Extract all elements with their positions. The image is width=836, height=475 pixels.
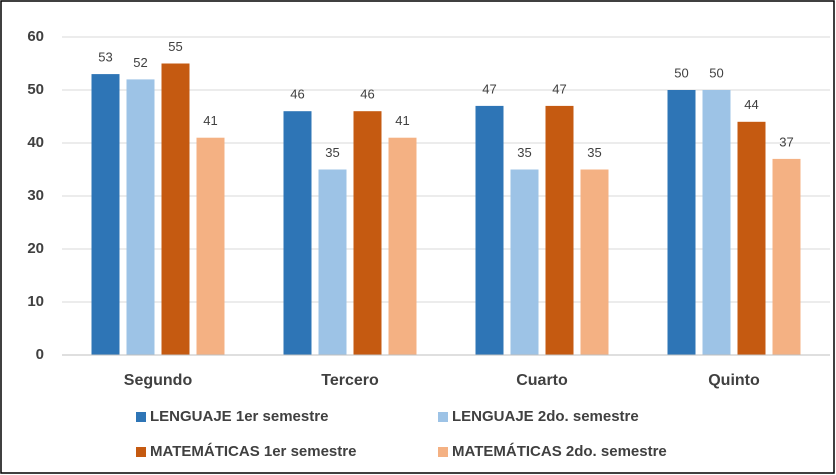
bar	[91, 74, 120, 355]
value-label: 41	[395, 113, 409, 128]
value-label: 44	[744, 97, 758, 112]
y-tick-label: 0	[36, 346, 44, 363]
value-label: 47	[552, 81, 566, 96]
legend-swatch	[136, 412, 146, 422]
value-label: 53	[98, 50, 112, 65]
x-tick-label: Tercero	[321, 372, 379, 389]
bar	[667, 90, 696, 355]
y-tick-label: 40	[27, 134, 44, 151]
bar	[772, 158, 801, 355]
value-label: 47	[482, 81, 496, 96]
value-label: 50	[709, 65, 723, 80]
bar	[510, 169, 539, 355]
legend-swatch	[136, 447, 146, 457]
legend-label: MATEMÁTICAS 2do. semestre	[452, 443, 667, 460]
value-label: 35	[325, 145, 339, 160]
bar	[737, 121, 766, 355]
bar	[388, 137, 417, 355]
bar	[126, 79, 155, 356]
value-label: 52	[133, 55, 147, 70]
value-label: 46	[290, 87, 304, 102]
value-label: 35	[517, 145, 531, 160]
bar	[353, 111, 382, 355]
legend-label: LENGUAJE 1er semestre	[150, 408, 328, 425]
value-label: 50	[674, 65, 688, 80]
value-label: 37	[779, 134, 793, 149]
bar	[318, 169, 347, 355]
x-tick-label: Segundo	[124, 372, 193, 389]
legend-swatch	[438, 412, 448, 422]
value-label: 41	[203, 113, 217, 128]
y-tick-label: 10	[27, 293, 44, 310]
bar	[580, 169, 609, 355]
legend-label: LENGUAJE 2do. semestre	[452, 408, 639, 425]
legend-label: MATEMÁTICAS 1er semestre	[150, 443, 356, 460]
y-tick-label: 20	[27, 240, 44, 257]
bar	[196, 137, 225, 355]
bar	[702, 90, 731, 355]
bar	[283, 111, 312, 355]
value-label: 55	[168, 39, 182, 54]
bar	[475, 105, 504, 356]
x-tick-label: Cuarto	[516, 372, 568, 389]
y-tick-label: 30	[27, 187, 44, 204]
value-label: 46	[360, 87, 374, 102]
legend-swatch	[438, 447, 448, 457]
y-tick-label: 60	[27, 28, 44, 45]
x-tick-label: Quinto	[708, 372, 760, 389]
value-label: 35	[587, 145, 601, 160]
y-tick-label: 50	[27, 81, 44, 98]
bar	[545, 105, 574, 356]
bar	[161, 63, 190, 355]
